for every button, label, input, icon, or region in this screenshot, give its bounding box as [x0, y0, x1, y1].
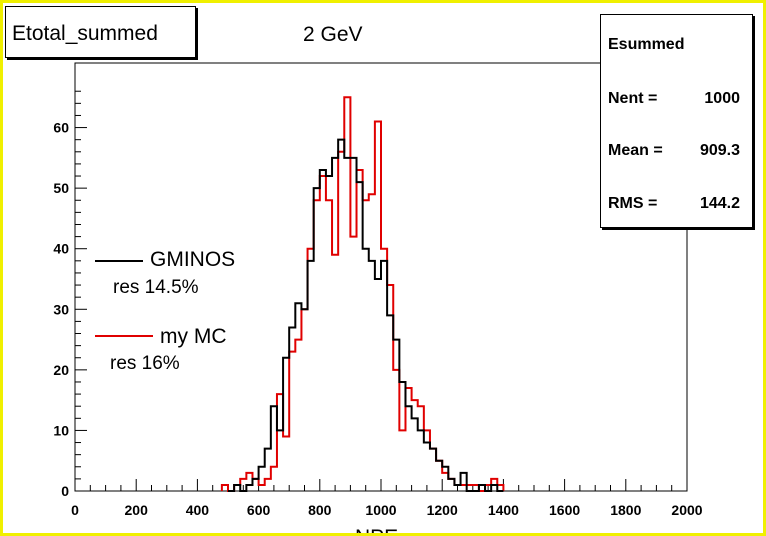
- plot-title: 2 GeV: [303, 23, 363, 46]
- stats-mean-label: Mean =: [608, 142, 663, 159]
- histogram-name-box: Etotal_summed: [5, 6, 196, 58]
- x-tick-label: 800: [308, 502, 332, 518]
- x-tick-label: 1000: [365, 502, 396, 518]
- legend-res-mymc: res 16%: [110, 353, 180, 374]
- y-tick-label: 0: [61, 483, 69, 499]
- legend-label-mymc: my MC: [160, 325, 227, 348]
- x-tick-label: 2000: [671, 502, 702, 518]
- x-axis-label: NPE: [355, 526, 398, 536]
- histogram-plot: 0 200 400 600 800 1000 1200 1400 1600 1800 2000 0 10…: [53, 62, 703, 536]
- x-tick-label: 1400: [488, 502, 519, 518]
- y-tick-label: 10: [53, 422, 69, 438]
- stats-mean-value: 909.3: [699, 142, 740, 159]
- stats-rms-value: 144.2: [699, 195, 740, 212]
- x-tick-label: 0: [71, 502, 79, 518]
- x-tick-label: 1800: [610, 502, 641, 518]
- stats-entries-label: Nent =: [608, 90, 658, 107]
- stats-rms-label: RMS =: [608, 195, 658, 212]
- y-tick-label: 20: [53, 362, 69, 378]
- stats-entries-value: 1000: [704, 90, 740, 107]
- x-tick-label: 200: [125, 502, 149, 518]
- legend-label-gminos: GMINOS: [150, 248, 236, 271]
- y-tick-label: 30: [53, 301, 69, 317]
- x-tick-label: 600: [247, 502, 271, 518]
- x-tick-label: 400: [186, 502, 210, 518]
- axis-ticks: 0 200 400 600 800 1000 1200 1400 1600 1800 2000 0 10…: [53, 90, 703, 518]
- stats-box: Esummed Nent = 1000 Mean = 909.3 RMS = 1…: [600, 14, 753, 228]
- x-tick-label: 1200: [427, 502, 458, 518]
- y-tick-label: 50: [53, 180, 69, 196]
- histogram-name: Etotal_summed: [12, 22, 158, 45]
- y-tick-label: 60: [53, 120, 69, 136]
- stats-title: Esummed: [608, 36, 685, 53]
- legend-res-gminos: res 14.5%: [113, 277, 199, 298]
- y-tick-label: 40: [53, 241, 69, 257]
- histogram-series: [220, 96, 505, 492]
- x-tick-label: 1600: [549, 502, 580, 518]
- series-line-gminos: [228, 138, 504, 492]
